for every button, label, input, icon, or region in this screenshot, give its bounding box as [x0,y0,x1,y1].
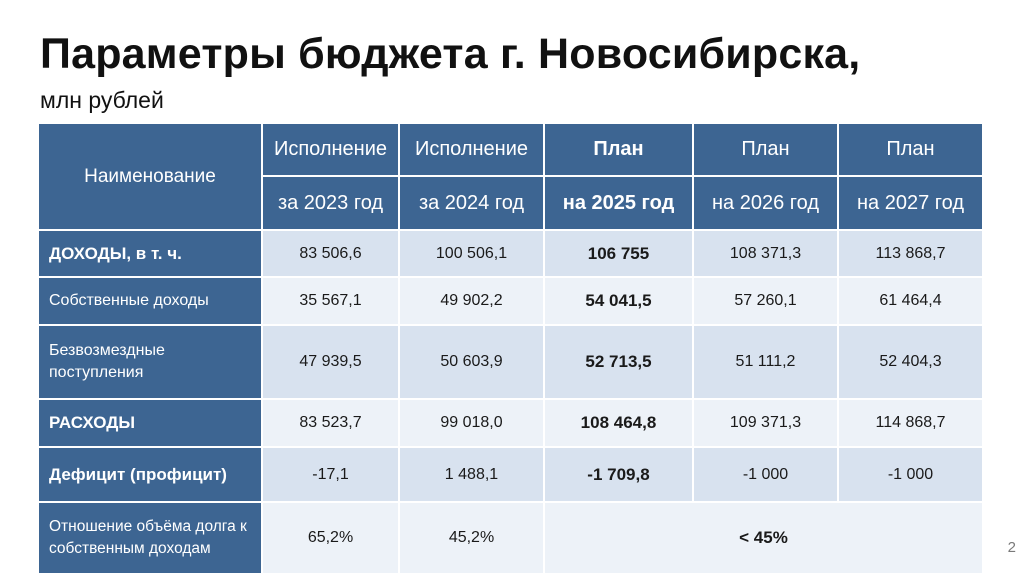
table-cell: -1 000 [692,446,839,503]
table-cell: 65,2% [261,501,400,575]
table-cell: 113 868,7 [837,229,984,278]
table-cell: 50 603,9 [398,324,545,400]
table-cell: -1 709,8 [543,446,694,503]
table-header-row-2: за 2023 год за 2024 год на 2025 год на 2… [38,175,984,231]
table-cell: -17,1 [261,446,400,503]
header-period-2027: на 2027 год [837,175,984,231]
header-col-2027: План [837,122,984,177]
row-label: Безвозмездные поступления [37,324,263,400]
table-cell: 108 371,3 [692,229,839,278]
header-name: Наименование [37,122,263,231]
table-header-row-1: Наименование Исполнение Исполнение План … [37,122,984,231]
table-row-grants: Безвозмездные поступления 47 939,5 50 60… [37,324,984,400]
table-row-expenses: РАСХОДЫ 83 523,7 99 018,0 108 464,8 109 … [37,398,984,448]
table-row-own-income: Собственные доходы 35 567,1 49 902,2 54 … [37,276,984,326]
table-cell-merged: < 45% [543,501,984,575]
table-row-income: ДОХОДЫ, в т. ч. 83 506,6 100 506,1 106 7… [37,229,984,278]
table-cell: 1 488,1 [398,446,545,503]
table-cell: 45,2% [398,501,545,575]
table-cell: 99 018,0 [398,398,545,448]
table-cell: -1 000 [837,446,984,503]
table-cell: 100 506,1 [398,229,545,278]
header-period-2025: на 2025 год [543,175,694,231]
header-period-2023: за 2023 год [261,175,400,231]
page-title: Параметры бюджета г. Новосибирска, [40,30,861,78]
table-cell: 49 902,2 [398,276,545,326]
page-number: 2 [1007,539,1016,556]
table-cell: 61 464,4 [837,276,984,326]
table-cell: 52 404,3 [837,324,984,400]
table-cell: 57 260,1 [692,276,839,326]
budget-table: Наименование Исполнение Исполнение План … [37,122,984,575]
row-label: ДОХОДЫ, в т. ч. [37,229,263,278]
header-col-2023: Исполнение [261,122,400,177]
row-label: РАСХОДЫ [37,398,263,448]
row-label: Отношение объёма долга к собственным дох… [37,501,263,575]
page-subtitle: млн рублей [40,87,164,113]
table-row-deficit: Дефицит (профицит) -17,1 1 488,1 -1 709,… [37,446,984,503]
table-cell: 114 868,7 [837,398,984,448]
table-cell: 108 464,8 [543,398,694,448]
table-cell: 83 506,6 [261,229,400,278]
table-cell: 47 939,5 [261,324,400,400]
row-label: Дефицит (профицит) [37,446,263,503]
header-period-2026: на 2026 год [692,175,839,231]
table-cell: 51 111,2 [692,324,839,400]
table-cell: 52 713,5 [543,324,694,400]
header-col-2026: План [692,122,839,177]
table-cell: 35 567,1 [261,276,400,326]
header-period-2024: за 2024 год [398,175,545,231]
table-row-debt-ratio: Отношение объёма долга к собственным дох… [37,501,984,575]
row-label: Собственные доходы [37,276,263,326]
table-cell: 109 371,3 [692,398,839,448]
header-col-2024: Исполнение [398,122,545,177]
table-cell: 54 041,5 [543,276,694,326]
table-cell: 83 523,7 [261,398,400,448]
table-cell: 106 755 [543,229,694,278]
header-col-2025: План [543,122,694,177]
